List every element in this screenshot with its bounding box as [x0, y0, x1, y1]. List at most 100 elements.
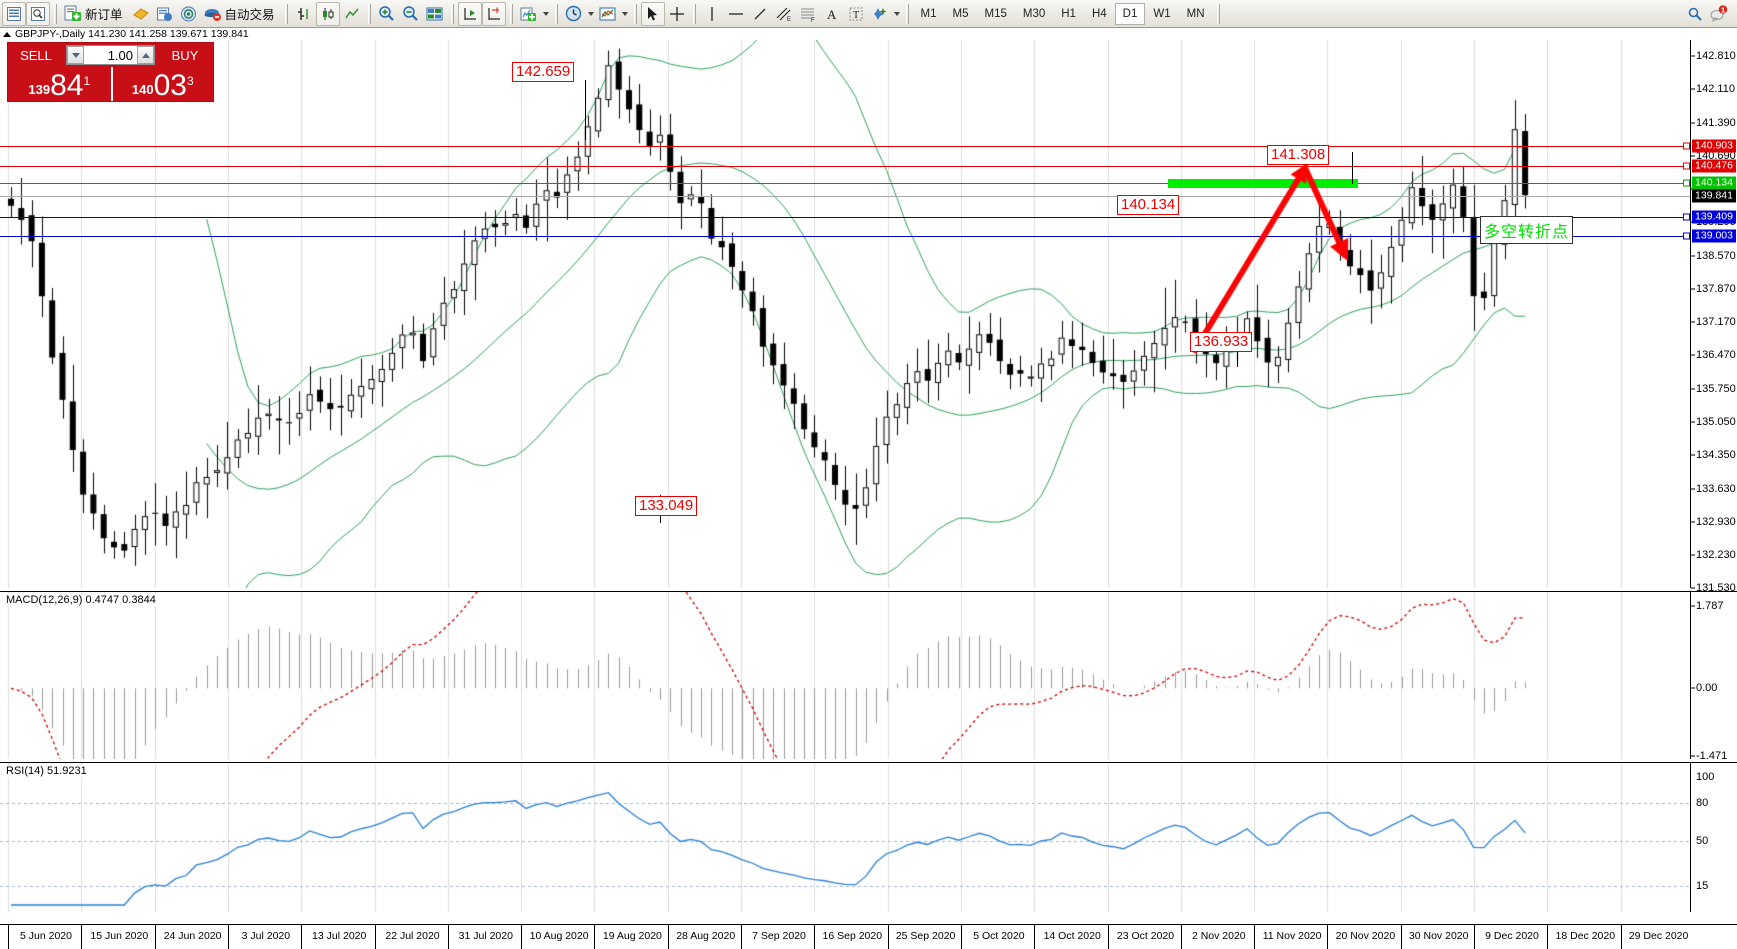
tf-m15[interactable]: M15: [984, 7, 1007, 20]
macd-plot[interactable]: [0, 592, 1690, 759]
text-icon[interactable]: A: [820, 2, 844, 26]
chart-canvas-area[interactable]: 142.659 141.308 140.134 136.933 133.049 多空转折点…: [0, 40, 1737, 949]
metaeditor-icon[interactable]: [129, 2, 153, 26]
volume-stepper[interactable]: 1.00: [66, 45, 155, 65]
crosshair-icon[interactable]: [665, 2, 689, 26]
rsi-pane[interactable]: RSI(14) 51.9231 100 80 50 15: [0, 762, 1737, 912]
time-tick-label: 9 Dec 2020: [1485, 930, 1539, 942]
tf-m5[interactable]: M5: [952, 7, 969, 20]
macd-canvas: [0, 592, 1690, 759]
periods-icon[interactable]: [562, 2, 586, 26]
tf-w1[interactable]: W1: [1153, 7, 1171, 20]
volume-increase-button[interactable]: [137, 46, 154, 64]
chart-shift-icon[interactable]: [481, 1, 506, 26]
shapes-icon[interactable]: [868, 2, 892, 26]
buy-button[interactable]: BUY: [171, 47, 199, 63]
chart-text-note[interactable]: 多空转折点: [1480, 216, 1574, 244]
price-axis[interactable]: 142.810142.110141.390140.690139.990139.2…: [1690, 40, 1737, 594]
data-window-icon[interactable]: [26, 1, 50, 26]
time-axis-divider: [228, 925, 229, 949]
price-callout-label[interactable]: 142.659: [512, 62, 575, 82]
autotrading-button[interactable]: 自动交易: [201, 2, 281, 26]
new-order-button[interactable]: 新订单: [61, 2, 129, 26]
horizontal-line-icon[interactable]: [724, 2, 748, 26]
price-axis-badge[interactable]: 140.476: [1692, 159, 1736, 173]
chart-tile-icon[interactable]: [423, 2, 447, 26]
notification-icon[interactable]: 1: [1707, 2, 1731, 26]
collapse-triangle-icon[interactable]: [3, 31, 11, 37]
rsi-plot[interactable]: [0, 763, 1690, 912]
vertical-line-icon[interactable]: [700, 2, 724, 26]
toolbar-separator: [367, 3, 371, 24]
rsi-axis[interactable]: 100 80 50 15: [1690, 763, 1737, 912]
templates-icon[interactable]: [596, 2, 620, 26]
price-callout-label[interactable]: 140.134: [1117, 195, 1180, 215]
line-chart-icon[interactable]: [340, 2, 364, 26]
price-pane[interactable]: 142.659 141.308 140.134 136.933 133.049 多空转折点…: [0, 40, 1737, 594]
signals-icon[interactable]: [177, 2, 201, 26]
sell-price[interactable]: 139 84 1: [8, 67, 111, 101]
candlestick-chart-icon[interactable]: [315, 1, 340, 26]
tf-m1[interactable]: M1: [920, 7, 937, 20]
sell-button[interactable]: SELL: [20, 47, 52, 63]
shapes-dropdown-icon[interactable]: [893, 11, 900, 16]
tf-d1[interactable]: D1: [1114, 2, 1146, 25]
zoom-out-icon[interactable]: [399, 2, 423, 26]
market-watch-icon[interactable]: [2, 1, 26, 26]
tf-m30[interactable]: M30: [1022, 7, 1046, 20]
macd-axis[interactable]: 1.787 0.00 -1.471: [1690, 592, 1737, 762]
time-axis-divider: [1181, 925, 1182, 949]
text-label-icon[interactable]: T: [844, 2, 868, 26]
trendline-icon[interactable]: [748, 2, 772, 26]
tf-h1[interactable]: H1: [1061, 7, 1076, 20]
buy-price[interactable]: 140 03 3: [110, 67, 214, 101]
time-axis[interactable]: 5 Jun 2020 15 Jun 2020 24 Jun 2020 3 Jul 20…: [0, 924, 1737, 949]
templates-dropdown-icon[interactable]: [621, 11, 628, 16]
trade-panel-prices: 139 84 1 140 03 3: [8, 67, 213, 101]
zoom-in-icon[interactable]: [375, 2, 399, 26]
terminal-icon[interactable]: [153, 2, 177, 26]
tf-mn[interactable]: MN: [1186, 7, 1205, 20]
price-axis-badge[interactable]: 140.134: [1692, 176, 1736, 190]
price-axis-badge[interactable]: 140.903: [1692, 139, 1736, 153]
macd-pane[interactable]: MACD(12,26,9) 0.4747 0.3844 1.787 0.00 -1.…: [0, 591, 1737, 762]
volume-value[interactable]: 1.00: [107, 47, 133, 63]
main-toolbar[interactable]: 新订单 自动交易: [0, 0, 1737, 28]
price-callout-label[interactable]: 141.308: [1267, 145, 1330, 165]
toolbar-separator: [1216, 3, 1220, 24]
price-plot[interactable]: 142.659 141.308 140.134 136.933 133.049 多空转折点: [0, 40, 1690, 588]
tf-h4[interactable]: H4: [1091, 7, 1107, 20]
axis-tick: [1691, 155, 1695, 157]
indicators-icon[interactable]: [517, 2, 541, 26]
autotrading-label: 自动交易: [224, 8, 275, 22]
periods-dropdown-icon[interactable]: [587, 11, 594, 16]
one-click-trading-panel[interactable]: SELL 1.00 BUY 139 84 1 140 03 3: [7, 42, 214, 102]
time-axis-divider: [375, 925, 376, 949]
auto-scroll-icon[interactable]: [457, 1, 482, 26]
price-axis-badge[interactable]: 139.003: [1692, 229, 1736, 243]
price-callout-label[interactable]: 136.933: [1190, 332, 1253, 352]
svg-text:E: E: [787, 17, 791, 22]
volume-decrease-button[interactable]: [67, 46, 84, 64]
cursor-icon[interactable]: [640, 1, 665, 26]
time-tick-label: 24 Jun 2020: [163, 930, 222, 942]
fibonacci-icon[interactable]: F: [796, 2, 820, 26]
price-axis-badge[interactable]: 139.409: [1692, 210, 1736, 224]
search-icon[interactable]: [1683, 2, 1707, 26]
equidistant-channel-icon[interactable]: E: [772, 2, 796, 26]
price-axis-badge[interactable]: 139.841: [1692, 189, 1736, 203]
price-tick-label: 135.750: [1696, 383, 1736, 396]
arrow-drawing-canvas[interactable]: [0, 40, 1690, 588]
callout-leader-line: [1352, 152, 1353, 184]
trade-panel-top-row: SELL 1.00 BUY: [8, 43, 213, 67]
time-axis-divider: [668, 925, 669, 949]
time-axis-divider: [8, 925, 9, 949]
time-tick-label: 25 Sep 2020: [895, 930, 956, 942]
axis-tick: [1691, 421, 1695, 423]
indicators-dropdown-icon[interactable]: [542, 11, 549, 16]
time-axis-divider: [521, 925, 522, 949]
time-axis-divider: [81, 925, 82, 949]
price-callout-label[interactable]: 133.049: [635, 496, 698, 516]
bar-chart-icon[interactable]: [292, 2, 316, 26]
price-tick-label: 137.870: [1696, 283, 1736, 296]
